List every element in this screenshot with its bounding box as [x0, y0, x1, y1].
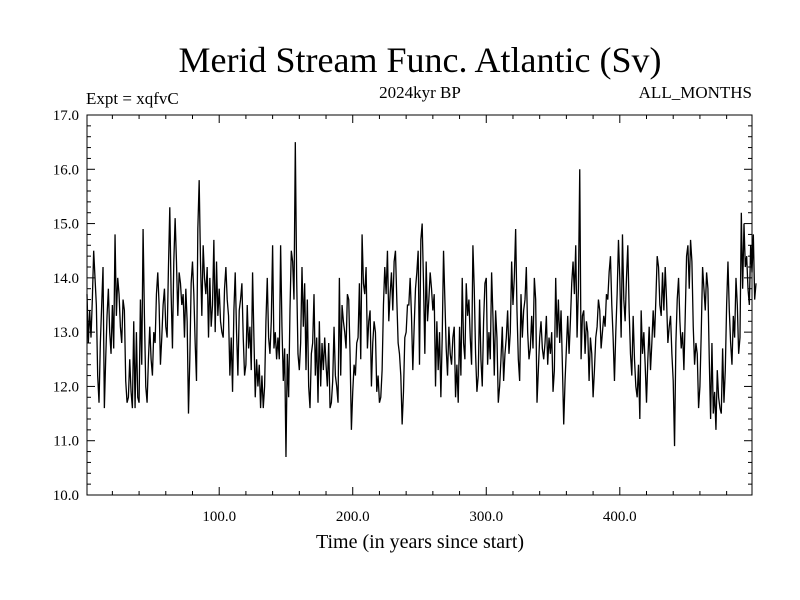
y-tick-label: 17.0: [53, 108, 79, 124]
chart-title: Merid Stream Func. Atlantic (Sv): [179, 40, 662, 80]
x-axis: 100.0 200.0 300.0 400.0: [111, 115, 728, 525]
chart-subtitle: 2024kyr BP: [379, 83, 461, 102]
x-tick-label: 300.0: [469, 509, 503, 525]
months-label: ALL_MONTHS: [639, 83, 752, 102]
x-axis-label: Time (in years since start): [316, 531, 524, 553]
y-tick-label: 11.0: [53, 434, 79, 450]
y-tick-label: 12.0: [53, 379, 79, 395]
series-line: [86, 142, 757, 458]
x-tick-label: 100.0: [202, 509, 236, 525]
y-tick-label: 16.0: [53, 162, 79, 178]
y-tick-label: 14.0: [53, 271, 79, 287]
x-tick-label: 200.0: [336, 509, 370, 525]
x-tick-label: 400.0: [603, 509, 637, 525]
experiment-label: Expt = xqfvC: [86, 89, 179, 108]
y-tick-label: 15.0: [53, 217, 79, 233]
y-axis: 10.0 11.0 12.0 13.0 14.0 15.0 16.0 17.0: [53, 108, 752, 504]
y-tick-label: 10.0: [53, 488, 79, 504]
y-tick-label: 13.0: [53, 325, 79, 341]
